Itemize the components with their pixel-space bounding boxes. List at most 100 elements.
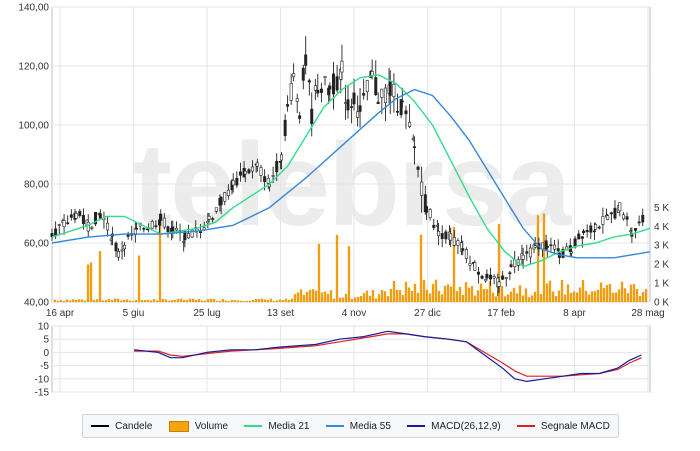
volume-bar — [161, 298, 165, 303]
x-tick-label: 8 apr — [563, 308, 586, 319]
candle-body — [328, 85, 332, 90]
candle-body — [400, 100, 404, 103]
volume-bar — [266, 300, 270, 303]
volume-bar — [530, 295, 534, 303]
volume-bar — [305, 292, 309, 303]
legend-swatch-macd — [407, 425, 426, 427]
candle-body — [57, 224, 61, 226]
volume-bar — [632, 284, 636, 303]
candle-body — [618, 202, 622, 212]
volume-bar — [437, 290, 441, 303]
volume-bar — [74, 299, 78, 303]
volume-bar — [548, 280, 552, 303]
legend-swatch-media-55 — [325, 425, 344, 427]
volume-bar — [350, 298, 354, 303]
candle-body — [597, 226, 601, 229]
candle-body — [313, 85, 317, 91]
candle-body — [425, 206, 429, 213]
volume-bar — [53, 299, 57, 303]
volume-bar — [629, 284, 633, 303]
volume-bar — [293, 294, 297, 303]
volume-bar — [380, 290, 384, 303]
volume-tick-label: 0 K — [654, 298, 669, 309]
candle-body — [501, 275, 505, 280]
volume-bar — [104, 300, 108, 303]
volume-bar — [89, 262, 93, 303]
volume-bar — [479, 283, 483, 303]
volume-bar — [125, 299, 129, 303]
volume-bar — [59, 299, 63, 303]
candle-body — [528, 247, 532, 258]
macd-y-tick-label: -10 — [35, 374, 50, 385]
volume-bar — [110, 300, 114, 303]
candle-body — [509, 264, 513, 267]
volume-bar — [551, 291, 555, 303]
volume-bar — [395, 289, 399, 303]
volume-bar — [449, 286, 453, 303]
volume-bar — [230, 299, 234, 303]
legend-segnale-macd[interactable]: Segnale MACD — [516, 421, 610, 432]
volume-bar — [62, 300, 66, 303]
candle-body — [116, 250, 120, 258]
volume-bar — [578, 287, 582, 303]
volume-bar — [335, 234, 339, 303]
candle-body — [582, 230, 586, 234]
volume-bar — [143, 299, 147, 303]
volume-bar — [455, 291, 459, 303]
legend-volume[interactable]: Volume — [168, 420, 228, 432]
macd-y-tick-label: 5 — [43, 335, 49, 346]
legend-macd[interactable]: MACD(26,12,9) — [407, 420, 501, 432]
volume-bar — [353, 297, 357, 303]
candle-body — [255, 162, 259, 167]
candle-body — [340, 60, 344, 73]
candle-body — [331, 73, 335, 95]
volume-bar — [134, 300, 138, 303]
volume-bar — [269, 298, 273, 303]
volume-bar — [167, 301, 171, 303]
candle-body — [352, 92, 356, 105]
candle-body — [316, 89, 320, 94]
volume-bar — [611, 292, 615, 303]
candle-body — [504, 277, 508, 279]
volume-bar — [614, 292, 618, 303]
volume-bar — [398, 290, 402, 303]
candle-body — [207, 215, 211, 220]
volume-bar — [515, 293, 519, 303]
legend-label-macd: MACD(26,12,9) — [431, 420, 501, 432]
volume-bar — [365, 290, 369, 303]
candle-body — [174, 227, 178, 231]
volume-bar — [425, 289, 429, 303]
volume-bar — [146, 299, 150, 303]
y-tick-label: 120,00 — [18, 62, 49, 73]
legend-media-21[interactable]: Media 21 — [244, 421, 309, 432]
candle-body — [492, 276, 496, 279]
legend-candele[interactable]: Candele — [91, 421, 152, 432]
volume-bar — [317, 243, 321, 303]
volume-bar — [173, 300, 177, 303]
volume-bar — [242, 301, 246, 303]
legend-media-55[interactable]: Media 55 — [325, 421, 391, 432]
x-tick-label: 27 dic — [414, 308, 441, 319]
volume-bar — [281, 300, 285, 303]
volume-bar — [272, 300, 276, 303]
x-tick-label: 28 mag — [631, 308, 664, 319]
candle-body — [637, 221, 641, 224]
volume-bar — [362, 293, 366, 303]
volume-bar — [170, 300, 174, 303]
candle-body — [251, 166, 255, 172]
volume-bar — [563, 294, 567, 303]
volume-bar — [416, 293, 420, 303]
candle-body — [440, 233, 444, 239]
candle-body — [452, 237, 456, 246]
volume-bar — [257, 299, 261, 303]
volume-bar — [77, 299, 81, 303]
candle-body — [606, 215, 610, 220]
legend-swatch-volume — [168, 420, 189, 432]
volume-bar — [389, 289, 393, 303]
volume-bar — [71, 299, 75, 303]
candle-body — [468, 263, 472, 266]
volume-bar — [200, 300, 204, 303]
volume-bar — [185, 299, 189, 303]
volume-bar — [155, 300, 159, 303]
legend-swatch-candele — [91, 425, 110, 427]
